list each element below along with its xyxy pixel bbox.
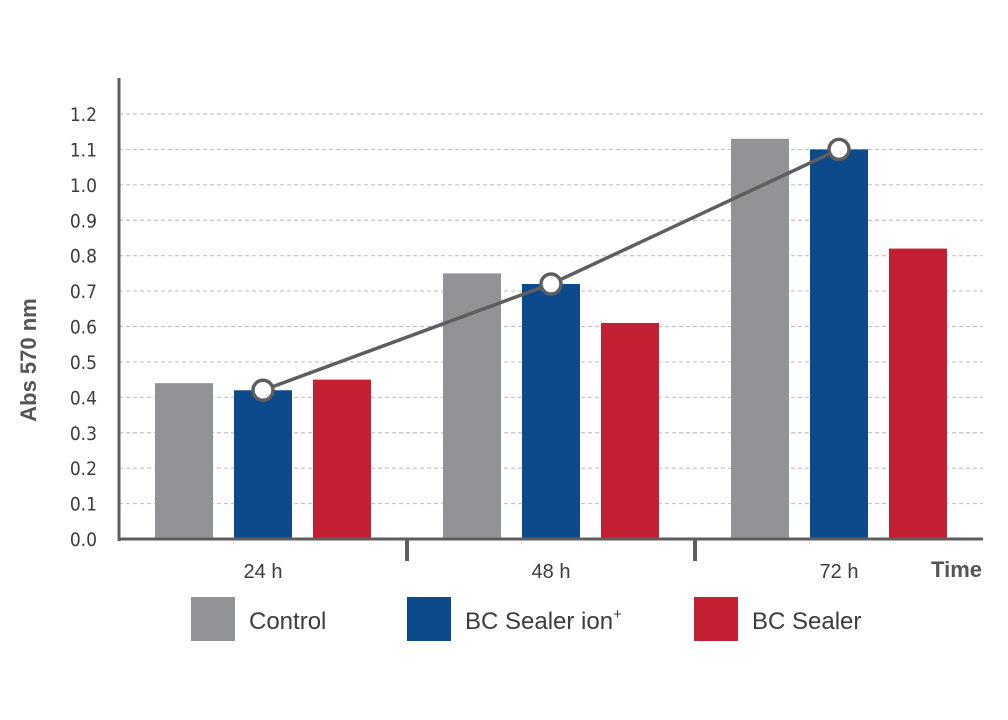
- legend-label-superscript: +: [613, 606, 622, 623]
- trend-line: [251, 137, 851, 402]
- y-tick-label: 1.0: [70, 175, 97, 197]
- legend-swatch-control: [191, 597, 235, 641]
- bar-bc-sealer-ion-48-h: [522, 284, 580, 539]
- bar-bc-sealer-24-h: [313, 379, 371, 539]
- legend-label-bc-sealer: BC Sealer: [752, 608, 861, 635]
- x-tick-label-24-h: 24 h: [244, 561, 283, 583]
- y-axis-title: Abs 570 nm: [16, 298, 41, 422]
- y-tick-label: 0.1: [70, 494, 97, 516]
- legend-label-bc-sealer-ion: BC Sealer ion+: [465, 606, 622, 635]
- bar-bc-sealer-48-h: [601, 322, 659, 539]
- x-tick-label-72-h: 72 h: [820, 561, 859, 583]
- trend-point-48-h: [539, 272, 563, 296]
- x-axis-title: Time: [931, 557, 982, 582]
- y-tick-label: 1.2: [70, 104, 97, 126]
- legend-label-control: Control: [249, 608, 326, 635]
- y-tick-label: 1.1: [70, 139, 97, 161]
- bar-control-48-h: [443, 273, 501, 539]
- y-tick-label: 0.0: [70, 529, 97, 551]
- bar-bc-sealer-ion-24-h: [234, 390, 292, 539]
- x-category-labels: 24 h 48 h 72 h: [244, 561, 859, 583]
- bar-bc-sealer-72-h: [889, 248, 947, 540]
- legend-label-bc-sealer-ion-text: BC Sealer ion: [465, 608, 613, 635]
- y-tick-label: 0.4: [70, 387, 97, 409]
- trend-point-72-h: [827, 137, 851, 162]
- bar-bc-sealer-ion-72-h: [810, 149, 868, 539]
- y-tick-label: 0.8: [70, 246, 97, 268]
- y-tick-label: 0.6: [70, 317, 97, 339]
- bars: [155, 138, 947, 540]
- legend-swatch-bc-sealer: [694, 597, 738, 641]
- axes: [117, 78, 983, 561]
- y-tick-label: 0.3: [70, 423, 97, 445]
- y-tick-label: 0.2: [70, 458, 97, 480]
- trend-point-24-h: [251, 378, 275, 402]
- x-tick-label-48-h: 48 h: [532, 561, 571, 583]
- y-tick-label: 0.7: [70, 281, 97, 303]
- y-tick-labels: 0.0 0.1 0.2 0.3 0.4 0.5 0.6 0.7 0.8 0.9 1.0 1.1 1.2: [70, 104, 97, 551]
- y-tick-label: 0.5: [70, 352, 97, 374]
- y-tick-label: 0.9: [70, 210, 97, 232]
- legend: Control BC Sealer ion+ BC Sealer: [191, 597, 861, 641]
- legend-swatch-bc-sealer-ion: [407, 597, 451, 641]
- bar-control-24-h: [155, 383, 213, 539]
- bar-control-72-h: [731, 138, 789, 539]
